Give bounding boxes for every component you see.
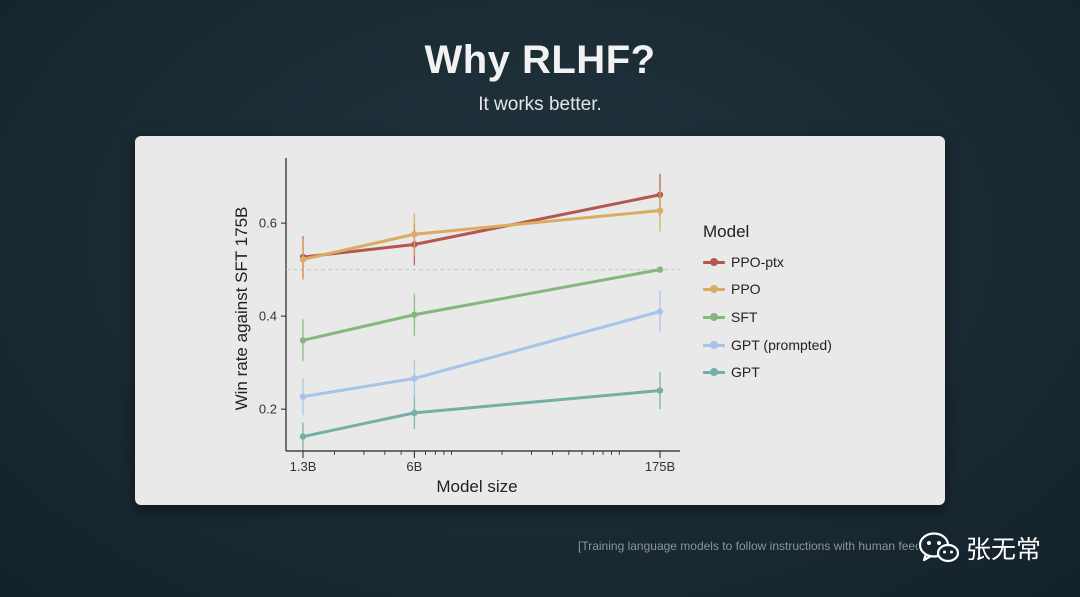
- data-point: [411, 409, 418, 417]
- legend-title: Model: [703, 222, 750, 241]
- series-line: [302, 310, 661, 399]
- y-tick-label: 0.4: [259, 309, 277, 324]
- data-point: [656, 387, 664, 394]
- legend-swatch: [703, 255, 725, 269]
- y-axis-label: Win rate against SFT 175B: [232, 207, 251, 411]
- data-point: [299, 433, 307, 440]
- legend-swatch: [703, 338, 725, 352]
- chart-legend: Model PPO-ptx PPO SFT GPT (prompted) GPT: [703, 222, 832, 386]
- slide-title: Why RLHF?: [424, 38, 656, 82]
- legend-label: GPT: [731, 364, 760, 381]
- data-point: [299, 256, 307, 263]
- slide-subtitle: It works better.: [478, 94, 602, 115]
- x-tick-label: 175B: [645, 459, 675, 474]
- data-point: [656, 266, 664, 273]
- legend-item: GPT: [703, 358, 832, 386]
- chart-panel: 0.2 0.4 0.6 1.3B 6B 175B Model size Win rate ag…: [135, 136, 945, 505]
- legend-swatch: [703, 310, 725, 324]
- legend-label: SFT: [731, 308, 758, 325]
- legend-label: GPT (prompted): [731, 336, 832, 353]
- legend-label: PPO-ptx: [731, 253, 784, 270]
- data-point: [299, 337, 307, 344]
- data-point: [299, 393, 307, 400]
- watermark: 张无常: [918, 528, 1041, 568]
- legend-item: PPO-ptx: [703, 248, 832, 276]
- y-tick-label: 0.6: [259, 216, 277, 231]
- series-gpt-prompted: [299, 290, 664, 416]
- series-line: [302, 268, 661, 342]
- data-point: [411, 311, 418, 318]
- data-point: [656, 308, 664, 315]
- data-point: [656, 207, 664, 214]
- citation-text: [Training language models to follow inst…: [578, 539, 918, 553]
- series-line: [302, 389, 661, 439]
- legend-item: SFT: [703, 303, 832, 331]
- series-gpt: [299, 371, 664, 451]
- series-sft: [299, 266, 664, 362]
- data-point: [411, 375, 418, 382]
- x-tick-label: 1.3B: [290, 459, 317, 474]
- legend-label: PPO: [731, 281, 761, 298]
- x-axis-label: Model size: [436, 477, 517, 496]
- data-point: [411, 231, 418, 238]
- y-tick-label: 0.2: [259, 402, 277, 417]
- series-ppo: [299, 189, 664, 281]
- wechat-logo-icon: [918, 532, 960, 563]
- legend-swatch: [703, 282, 725, 296]
- legend-item: PPO: [703, 276, 832, 304]
- x-tick-label: 6B: [406, 459, 422, 474]
- win-rate-chart: 0.2 0.4 0.6 1.3B 6B 175B Model size Win rate ag…: [232, 158, 680, 496]
- series-ppo-ptx: [299, 173, 664, 278]
- legend-items: PPO-ptx PPO SFT GPT (prompted) GPT: [703, 248, 832, 386]
- legend-item: GPT (prompted): [703, 331, 832, 359]
- legend-swatch: [703, 365, 725, 379]
- watermark-text: 张无常: [966, 535, 1042, 564]
